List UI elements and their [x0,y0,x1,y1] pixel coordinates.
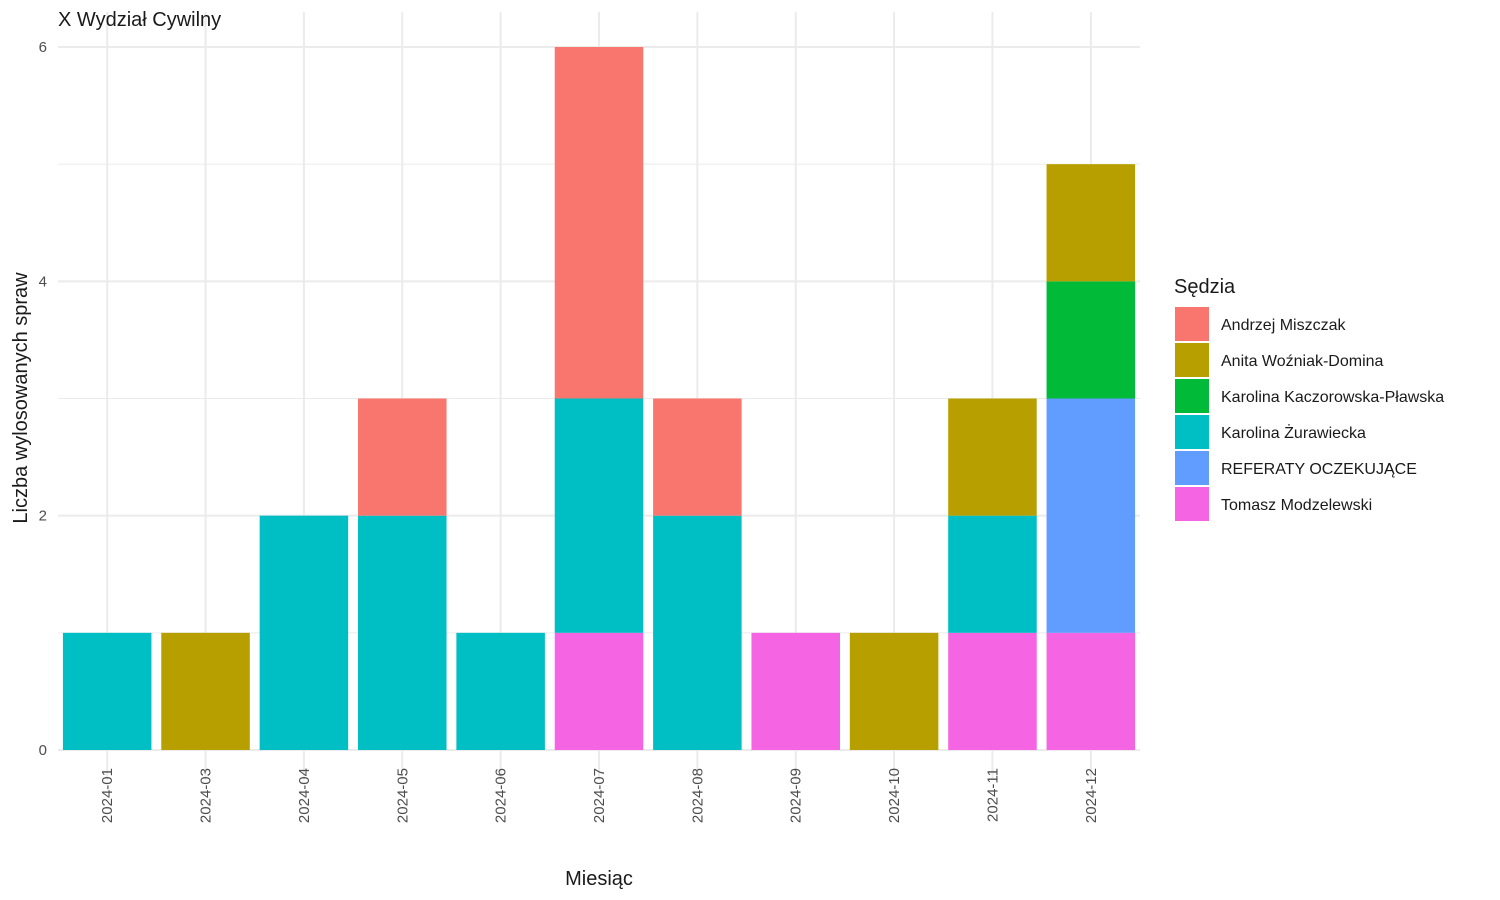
x-tick-label: 2024-03 [198,768,215,823]
x-tick-label: 2024-01 [99,768,116,823]
y-tick-label: 0 [39,742,47,759]
y-axis-ticks: 0 2 4 6 [39,39,47,759]
bar-segment [751,632,840,750]
bar-segment [358,515,447,750]
bar-segment [358,398,447,516]
legend-label: REFERATY OCZEKUJĄCE [1221,461,1417,478]
bar-segment [653,398,742,516]
chart-title: X Wydział Cywilny [58,9,221,31]
x-axis-ticks: 2024-01 2024-03 2024-04 2024-05 2024-06 2024-… [99,768,1100,823]
bar-segment [456,632,545,750]
legend-swatch [1175,343,1209,377]
x-tick-label: 2024-05 [394,768,411,823]
legend-label: Karolina Żurawiecka [1221,423,1366,442]
x-tick-label: 2024-10 [886,768,903,823]
bar-segment [1046,398,1136,633]
bar-segment [1046,632,1136,750]
bar-segment [554,398,644,633]
legend-swatch [1175,451,1209,485]
legend-label: Karolina Kaczorowska-Pławska [1221,389,1444,406]
legend-swatch [1175,415,1209,449]
x-tick-label: 2024-08 [689,768,706,823]
bar-segment [948,632,1037,750]
bar-segment [554,632,644,750]
y-tick-label: 6 [39,39,47,56]
legend-title: Sędzia [1174,276,1236,298]
y-axis-title: Liczba wylosowanych spraw [10,272,32,524]
legend: Sędzia Andrzej Miszczak Anita Woźniak-Dom… [1174,276,1444,521]
legend-swatch [1175,307,1209,341]
legend-label: Andrzej Miszczak [1221,317,1346,334]
x-tick-label: 2024-06 [493,768,510,823]
x-tick-label: 2024-12 [1083,768,1100,823]
bar-segment [1046,281,1136,399]
bar-segment [1046,164,1136,282]
legend-label: Anita Woźniak-Domina [1221,353,1384,370]
x-tick-label: 2024-07 [591,768,608,823]
bar-segment [554,47,644,399]
y-tick-label: 4 [39,273,47,290]
bar-segment [259,515,349,750]
bar-segment [948,515,1037,633]
bar-segment [161,632,250,750]
x-tick-label: 2024-11 [984,768,1001,822]
bar-segment [62,632,152,750]
legend-swatch [1175,379,1209,413]
bar-segment [653,515,742,750]
x-tick-label: 2024-04 [296,768,313,823]
legend-swatch [1175,487,1209,521]
x-axis-title: Miesiąc [565,868,633,890]
x-tick-label: 2024-09 [788,768,805,823]
bars [62,47,1136,750]
bar-segment [849,632,939,750]
y-tick-label: 2 [39,508,47,525]
legend-label: Tomasz Modzelewski [1221,497,1372,514]
bar-segment [948,398,1037,516]
